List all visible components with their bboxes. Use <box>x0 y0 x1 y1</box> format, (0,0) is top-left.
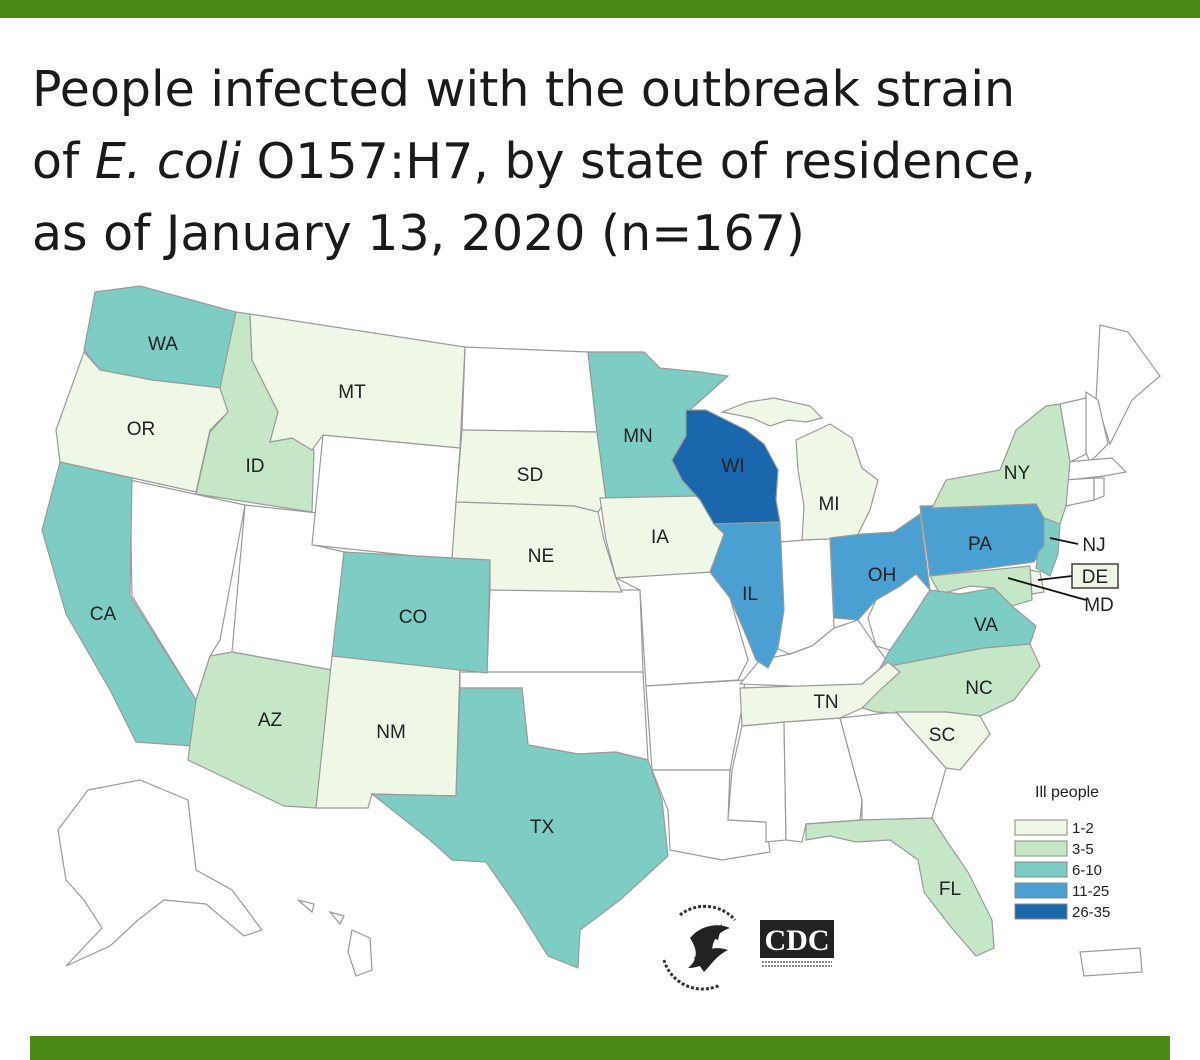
title-line-2-suffix: O157:H7, by state of residence, <box>241 133 1036 190</box>
small-state-callouts: NJ DE MD <box>1007 535 1119 616</box>
title-line-2-prefix: of <box>32 133 95 190</box>
label-sc: SC <box>929 725 955 746</box>
state-ny <box>931 403 1071 525</box>
title-line-2: of E. coli O157:H7, by state of residenc… <box>32 126 1172 198</box>
state-sc <box>894 711 991 771</box>
state-ar <box>645 679 746 771</box>
leader-line-md <box>1007 577 1087 601</box>
top-accent-bar <box>0 0 1200 18</box>
label-id: ID <box>246 456 265 477</box>
state-nd <box>461 346 598 433</box>
state-ak <box>57 779 263 967</box>
state-hi <box>297 899 373 977</box>
leader-line-nj <box>1049 537 1079 545</box>
state-labels: WA OR CA ID MT AZ NM CO SD NE TX MN IA W… <box>90 334 1031 900</box>
state-mt <box>249 313 466 451</box>
legend-swatch <box>1014 903 1068 920</box>
label-mi: MI <box>818 494 839 515</box>
state-oh <box>829 512 931 621</box>
state-la <box>651 769 771 861</box>
state-co <box>331 551 491 674</box>
legend: Ill people 1-2 3-5 6-10 11-25 26-35 <box>1014 784 1110 921</box>
label-mn: MN <box>623 426 653 447</box>
label-nj: NJ <box>1082 535 1105 556</box>
label-nm: NM <box>376 722 406 743</box>
label-ia: IA <box>651 527 669 548</box>
label-pa: PA <box>968 534 992 555</box>
legend-item: 1-2 <box>1014 819 1094 837</box>
state-ne <box>451 501 623 593</box>
label-oh: OH <box>868 565 897 586</box>
label-tn: TN <box>813 692 838 713</box>
bottom-accent-bar <box>30 1036 1170 1060</box>
legend-label: 1-2 <box>1072 820 1094 837</box>
label-ny: NY <box>1004 463 1031 484</box>
label-tx: TX <box>530 817 555 838</box>
legend-label: 6-10 <box>1072 862 1102 879</box>
label-co: CO <box>399 607 428 628</box>
state-il <box>709 521 785 669</box>
state-az <box>187 651 333 809</box>
affected-states <box>41 285 1071 969</box>
state-ri <box>1093 477 1105 501</box>
state-fl <box>805 817 995 957</box>
title-line-1: People infected with the outbreak strain <box>32 61 1016 118</box>
label-wi: WI <box>721 456 744 477</box>
unaffected-states <box>129 324 1161 861</box>
alaska-hawaii <box>57 779 1143 977</box>
legend-label: 3-5 <box>1072 841 1094 858</box>
label-va: VA <box>974 615 998 636</box>
state-or <box>55 350 229 493</box>
label-or: OR <box>127 419 156 440</box>
legend-swatch <box>1014 882 1068 899</box>
label-ca: CA <box>90 604 117 625</box>
label-de: DE <box>1082 567 1108 588</box>
cdc-logo: CDC <box>760 920 834 967</box>
state-tx <box>370 687 669 969</box>
legend-swatch <box>1014 819 1068 836</box>
label-fl: FL <box>939 879 961 900</box>
legend-item: 6-10 <box>1014 861 1102 879</box>
legend-item: 11-25 <box>1014 882 1109 900</box>
legend-swatch <box>1014 861 1068 878</box>
label-az: AZ <box>258 710 283 731</box>
state-wi <box>671 409 781 525</box>
title-line-3: as of January 13, 2020 (n=167) <box>32 205 805 262</box>
legend-item: 3-5 <box>1014 840 1094 858</box>
state-wy <box>311 434 461 561</box>
state-mi <box>719 397 879 541</box>
label-sd: SD <box>517 465 543 486</box>
legend-swatch <box>1014 840 1068 857</box>
state-me <box>1095 324 1161 446</box>
state-tn <box>739 661 901 727</box>
callout-box-de <box>1071 563 1119 589</box>
territory-pr <box>1079 947 1143 977</box>
legend-label: 11-25 <box>1072 883 1109 900</box>
map-title: People infected with the outbreak strain… <box>32 54 1172 270</box>
label-ne: NE <box>528 546 554 567</box>
hhs-seal-logo <box>657 902 743 991</box>
legend-title: Ill people <box>1035 784 1099 801</box>
label-mt: MT <box>338 382 366 403</box>
label-nc: NC <box>965 678 992 699</box>
state-ks <box>486 589 644 674</box>
state-nj <box>1035 517 1061 577</box>
cdc-logo-text: CDC <box>765 924 830 957</box>
state-de <box>1029 569 1045 595</box>
label-il: IL <box>742 584 758 605</box>
label-wa: WA <box>148 334 178 355</box>
leader-line-de <box>1037 575 1073 581</box>
legend-label: 26-35 <box>1072 904 1110 921</box>
legend-item: 26-35 <box>1014 903 1110 921</box>
label-md: MD <box>1084 595 1114 616</box>
title-organism-name: E. coli <box>94 133 242 190</box>
state-ma <box>1065 457 1128 481</box>
